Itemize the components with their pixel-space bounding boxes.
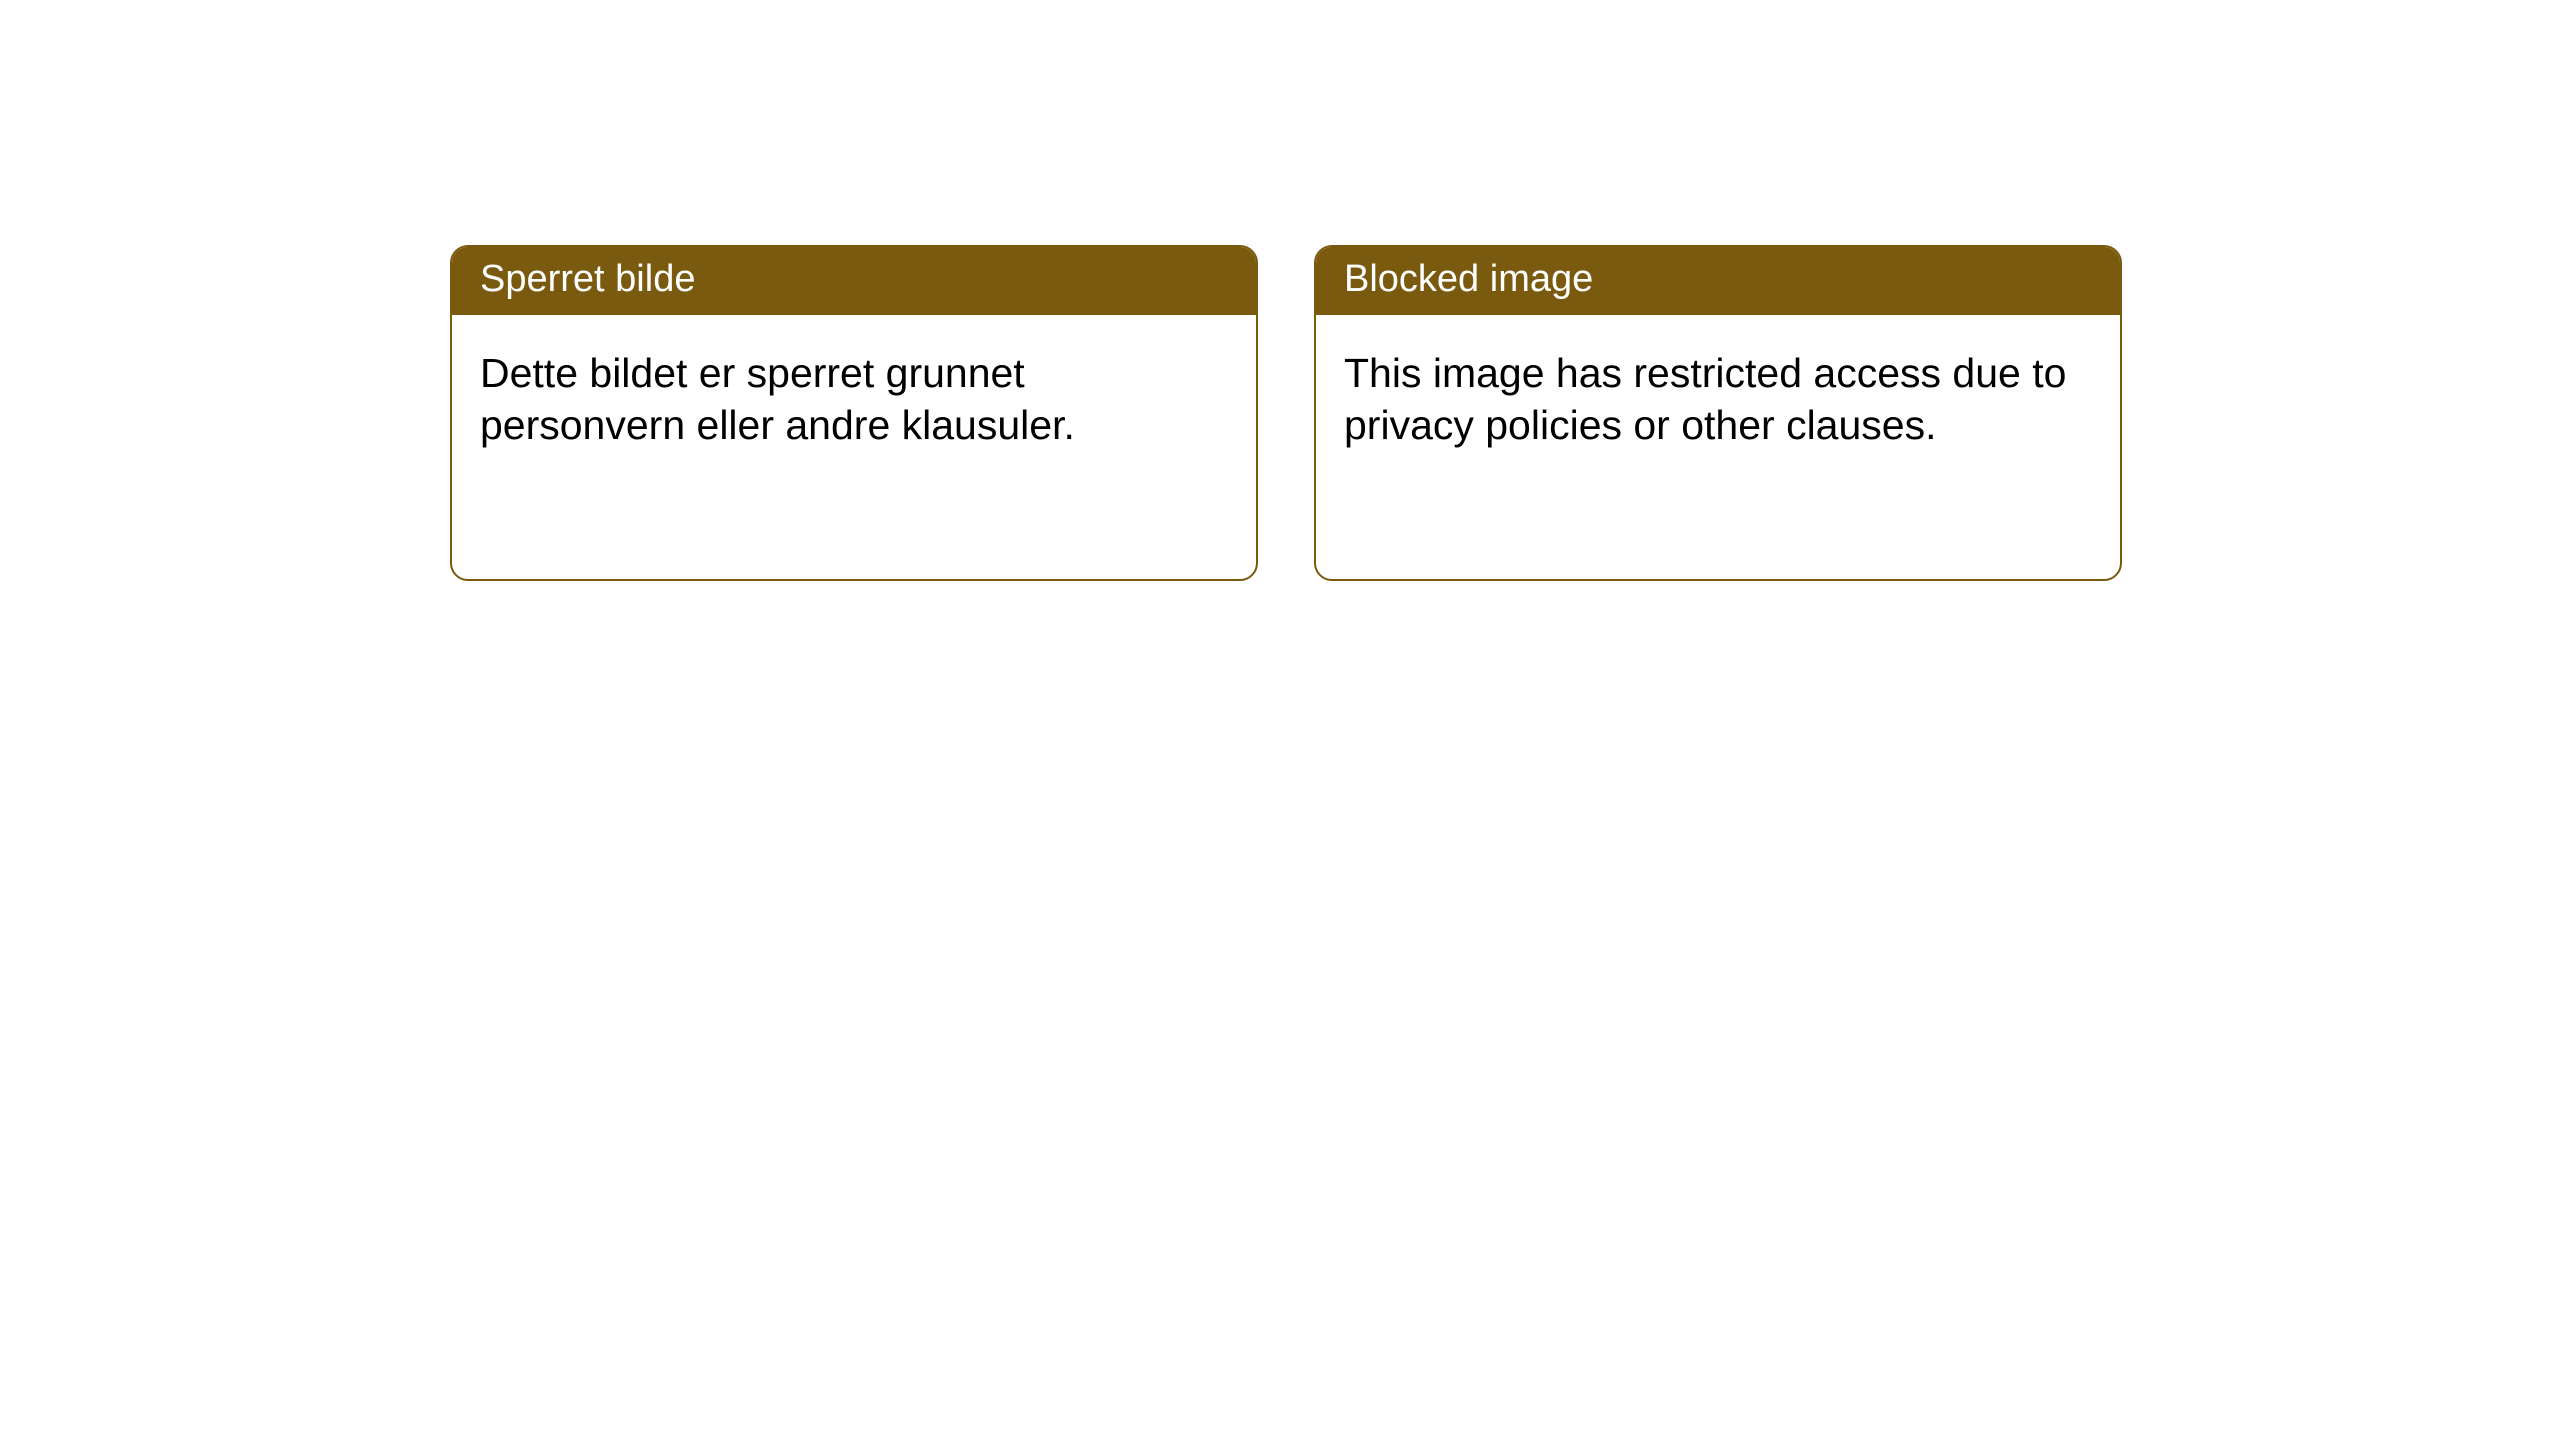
notice-card-english: Blocked image This image has restricted … (1314, 245, 2122, 581)
notice-card-norwegian: Sperret bilde Dette bildet er sperret gr… (450, 245, 1258, 581)
notice-header: Sperret bilde (452, 247, 1256, 315)
notice-container: Sperret bilde Dette bildet er sperret gr… (0, 0, 2560, 581)
notice-body: Dette bildet er sperret grunnet personve… (452, 315, 1256, 484)
notice-body: This image has restricted access due to … (1316, 315, 2120, 484)
notice-header: Blocked image (1316, 247, 2120, 315)
